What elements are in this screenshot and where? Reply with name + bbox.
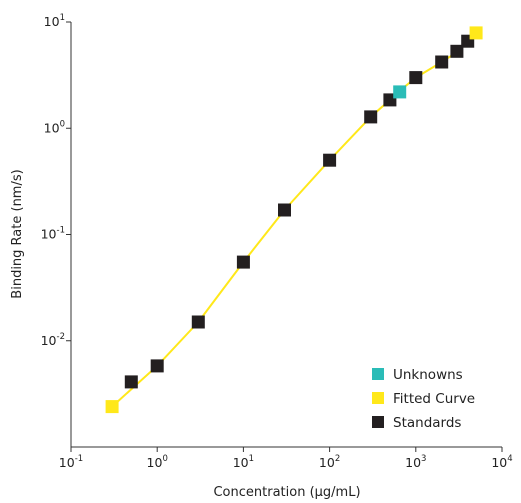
x-tick-label: 103 (405, 454, 426, 470)
markers (105, 26, 483, 414)
standards-marker (450, 44, 464, 58)
fitted-curve-line-group (111, 32, 477, 408)
standards-marker (435, 55, 449, 69)
x-tick-label: 101 (233, 454, 254, 470)
standards-marker (383, 93, 397, 107)
y-tick-label: 10-1 (41, 226, 65, 242)
x-tick-label: 104 (491, 454, 512, 470)
y-axis-title: Binding Rate (nm/s) (10, 169, 25, 298)
unknowns-legend-label: Unknowns (393, 367, 463, 383)
standards-legend-swatch (372, 416, 384, 428)
y-ticks: 10-2 10-1 100 101 (41, 13, 71, 348)
fitted-curve-marker (469, 26, 483, 40)
y-tick-label: 100 (44, 119, 65, 135)
standards-marker (124, 375, 138, 389)
fitted-curve-legend-label: Fitted Curve (393, 391, 475, 407)
fitted-curve-legend-swatch (372, 392, 384, 404)
x-tick-label: 100 (147, 454, 168, 470)
standards-marker (323, 153, 337, 167)
standards-marker (150, 359, 164, 373)
standards-marker (236, 255, 250, 269)
fitted-curve-line (111, 32, 477, 408)
unknowns-marker (393, 85, 407, 99)
standards-marker (364, 110, 378, 124)
standards-marker (409, 71, 423, 85)
legend: Unknowns Fitted Curve Standards (372, 367, 475, 431)
standards-marker (278, 203, 291, 217)
unknowns-legend-swatch (372, 368, 384, 380)
standards-legend-label: Standards (393, 415, 461, 431)
x-axis-title: Concentration (µg/mL) (213, 485, 360, 500)
standards-marker (191, 315, 205, 329)
fitted-curve-marker (105, 400, 119, 414)
y-tick-label: 101 (44, 13, 65, 29)
x-tick-label: 10-1 (59, 454, 83, 470)
x-ticks: 10-1 100 101 102 103 104 (59, 447, 513, 470)
x-tick-label: 102 (319, 454, 340, 470)
y-tick-label: 10-2 (41, 332, 65, 348)
